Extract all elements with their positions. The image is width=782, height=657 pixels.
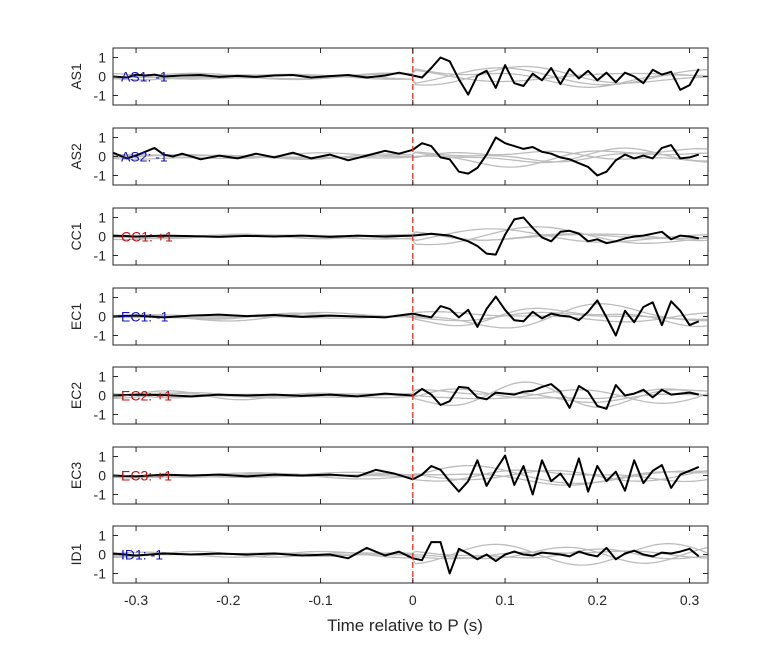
y-tick-label: 1 [98,210,106,226]
station-axis-label: CC1 [68,222,84,250]
station-axis-label: AS1 [68,63,84,90]
background-trace [112,148,708,168]
y-tick-label: 1 [98,50,106,66]
trace-id1 [112,541,700,575]
background-trace [112,150,708,163]
station-axis-label: EC3 [68,462,84,489]
trace-ec2 [112,383,700,410]
panel-as1: 1 0 -1 AS1 AS1: -1 [68,47,709,106]
panel-id1: 1 0 -1 ID1 ID1: -1 [68,525,709,584]
station-polarity-label: EC1: -1 [121,308,169,324]
y-tick-label: 0 [98,547,106,563]
trace-cc1 [112,216,700,256]
y-tick-label: 0 [98,229,106,245]
station-polarity-label: CC1: +1 [121,228,173,244]
y-tick-label: -1 [94,566,107,582]
station-axis-label: ID1 [68,543,84,565]
trace-as2 [112,136,700,177]
x-tick-label: 0 [409,592,417,608]
y-tick-label: 1 [98,369,106,385]
x-axis-label: Time relative to P (s) [327,616,483,635]
trace-ec1 [112,295,700,337]
y-tick-label: -1 [94,487,107,503]
y-tick-label: 0 [98,149,106,165]
station-axis-label: EC2 [68,382,84,409]
x-tick-label: 0.1 [495,592,515,608]
x-tick-label: -0.2 [216,592,240,608]
y-tick-label: 1 [98,528,106,544]
background-trace [113,303,708,329]
y-tick-label: 1 [98,290,106,306]
station-polarity-label: EC2: +1 [121,387,172,403]
trace-as1 [112,56,700,96]
y-tick-label: -1 [94,88,107,104]
trace-ec3 [112,454,700,496]
y-tick-label: 0 [98,69,106,85]
y-tick-label: 1 [98,449,106,465]
panel-ec3: 1 0 -1 EC3 EC3: +1 [68,446,709,505]
x-tick-label: 0.2 [588,592,608,608]
panel-cc1: 1 0 -1 CC1 CC1: +1 [68,207,709,266]
station-polarity-label: AS2: -1 [121,148,168,164]
panel-as2: 1 0 -1 AS2 AS2: -1 [68,127,709,186]
y-tick-label: -1 [94,168,107,184]
panels-layer: 1 0 -1 AS1 AS1: -1 1 0 -1 AS2 AS2: -1 1 0 -1 CC1 CC1: … [68,47,709,584]
station-axis-label: AS2 [68,143,84,170]
background-trace [112,68,708,88]
y-tick-label: 0 [98,309,106,325]
y-tick-label: -1 [94,248,107,264]
y-tick-label: -1 [94,407,107,423]
panel-ec2: 1 0 -1 EC2 EC2: +1 [68,366,709,425]
background-trace [112,147,708,164]
station-polarity-label: EC3: +1 [121,467,172,483]
x-axis: -0.3 -0.2 -0.1 0 0.1 0.2 0.3 [124,592,699,608]
station-axis-label: EC1 [68,303,84,330]
x-tick-label: 0.3 [680,592,700,608]
y-tick-label: -1 [94,328,107,344]
panel-ec1: 1 0 -1 EC1 EC1: -1 [68,287,709,346]
x-tick-label: -0.3 [124,592,148,608]
y-tick-label: 0 [98,468,106,484]
x-tick-label: -0.1 [308,592,332,608]
station-polarity-label: ID1: -1 [121,546,163,562]
y-tick-label: 0 [98,388,106,404]
y-tick-label: 1 [98,130,106,146]
station-polarity-label: AS1: -1 [121,68,168,84]
